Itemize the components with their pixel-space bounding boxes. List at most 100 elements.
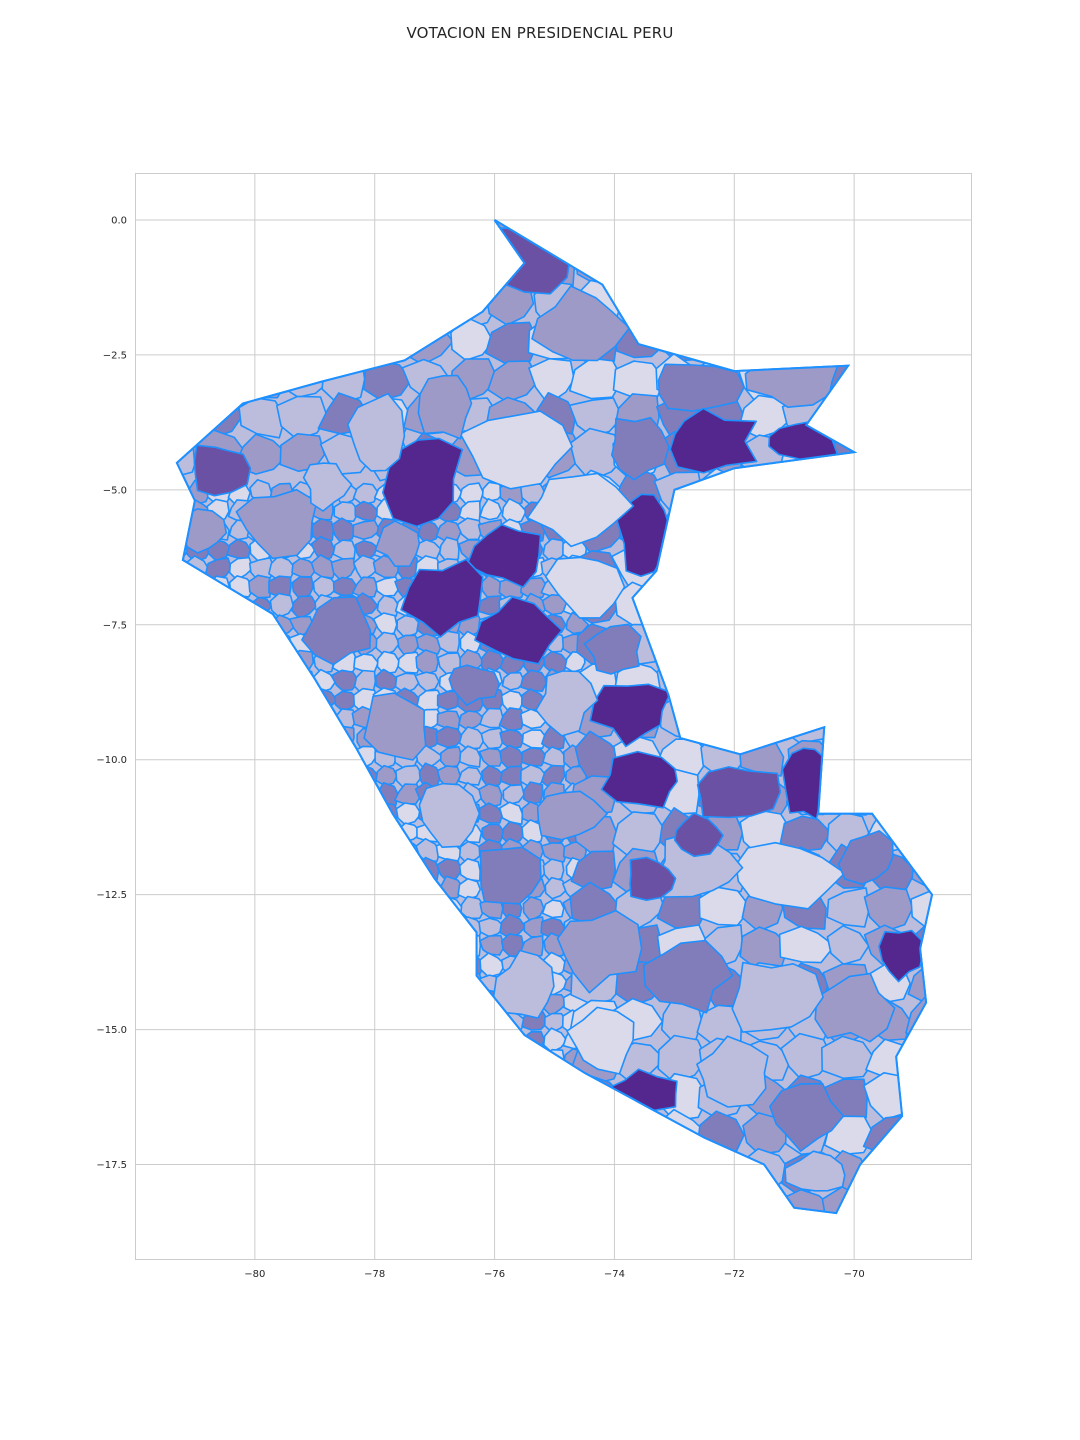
district-region [267,1007,297,1032]
district-region [330,1159,355,1186]
district-region [143,1106,169,1126]
district-region [270,896,295,921]
district-region [176,1179,190,1203]
district-region [478,1011,504,1033]
district-region [570,1190,625,1214]
district-region [737,1191,792,1214]
district-region [781,469,829,514]
district-region [822,663,877,704]
district-region [145,880,166,899]
district-region [268,1123,296,1145]
province-region [696,1035,769,1108]
district-region [248,1177,273,1202]
district-region [460,990,485,1016]
district-region [229,1028,255,1053]
district-region [310,802,336,826]
province-region [193,444,252,497]
district-region [863,776,913,817]
province-region [479,846,542,905]
province-region [583,623,642,675]
x-tick-label: −80 [244,1269,265,1280]
province-region [556,909,643,994]
district-region [185,1012,211,1032]
province-region [769,1082,845,1152]
district-region [394,672,421,694]
district-region [395,1142,419,1164]
district-region [866,244,917,290]
district-region [288,1086,314,1111]
district-region [289,1011,318,1035]
district-region [569,427,627,482]
district-region [826,925,870,966]
district-region [291,1199,315,1214]
y-tick-label: −5.0 [103,485,127,496]
district-region [247,841,272,863]
province-region [382,437,464,528]
district-region [248,802,275,825]
district-region [246,707,276,730]
district-region [247,1121,273,1149]
district-region [269,726,297,749]
district-region [183,935,211,959]
district-region [330,800,357,827]
province-region [474,596,563,665]
district-region [868,429,911,477]
district-region [205,746,230,771]
district-region [333,1102,355,1127]
district-region [907,220,932,248]
district-region [869,396,916,442]
district-region [143,500,167,522]
district-region [292,840,315,864]
district-region [313,1028,340,1051]
district-region [352,1123,378,1145]
district-region [195,245,242,285]
y-tick-label: −15.0 [96,1025,127,1036]
district-region [415,1048,441,1073]
district-region [186,573,209,601]
district-region [435,932,462,957]
district-region [562,1178,588,1203]
district-region [176,1125,188,1145]
district-region [186,615,209,636]
district-region [187,706,208,733]
district-region [176,878,188,899]
district-region [270,1046,297,1069]
district-region [905,549,932,591]
district-region [478,1083,506,1107]
district-region [374,858,402,880]
district-region [613,1149,666,1195]
province-region [837,830,894,885]
district-region [176,1064,188,1090]
district-region [501,497,527,525]
district-region [331,860,356,882]
district-region [372,1104,400,1129]
district-region [276,395,329,441]
district-region [270,672,293,692]
district-region [207,1029,231,1053]
district-region [574,238,619,285]
district-region [395,802,422,826]
district-region [415,1141,439,1166]
district-region [477,1142,508,1164]
district-region [330,782,358,806]
district-region [310,536,336,562]
district-region [866,510,916,556]
district-region [313,818,339,845]
district-region [479,1065,506,1090]
district-region [353,1026,378,1051]
district-region [248,932,272,959]
district-region [737,549,791,594]
district-region [695,658,747,704]
district-region [394,1179,422,1203]
district-region [824,625,871,665]
district-region [227,784,254,808]
district-region [460,1180,482,1201]
district-region [143,1160,167,1184]
district-region [479,952,506,978]
district-region [310,896,335,919]
district-region [573,1153,617,1200]
district-region [187,671,214,694]
district-region [207,1180,234,1203]
district-region [125,688,148,710]
district-region [544,876,568,900]
